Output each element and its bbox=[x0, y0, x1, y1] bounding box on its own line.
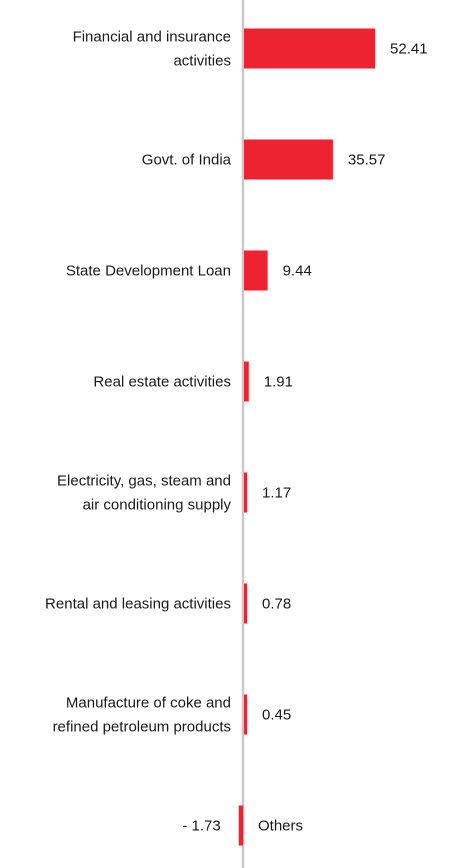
value-label: 0.45 bbox=[262, 707, 291, 724]
bar bbox=[244, 361, 249, 402]
category-label-line: State Development Loan bbox=[66, 263, 231, 280]
category-label-line: Real estate activities bbox=[93, 374, 231, 391]
category-label-line: Electricity, gas, steam and bbox=[57, 473, 231, 490]
value-label: 0.78 bbox=[262, 596, 291, 613]
category-label: Others bbox=[258, 818, 303, 835]
bar bbox=[244, 472, 247, 513]
category-label: Govt. of India bbox=[142, 152, 232, 169]
bar bbox=[244, 583, 247, 624]
category-label: Electricity, gas, steam and air condition… bbox=[57, 473, 231, 514]
bar bbox=[244, 694, 247, 735]
bar bbox=[244, 28, 376, 69]
category-label: Manufacture of coke and refined petroleum… bbox=[53, 695, 231, 736]
category-label-line: Rental and leasing activities bbox=[45, 596, 231, 613]
category-label: Rental and leasing activities bbox=[45, 596, 231, 613]
category-label-line: refined petroleum products bbox=[53, 719, 231, 736]
value-label: 52.41 bbox=[390, 41, 428, 58]
category-label: State Development Loan bbox=[66, 263, 231, 280]
value-label: - 1.73 bbox=[182, 818, 220, 835]
value-label: 1.17 bbox=[262, 485, 291, 502]
category-label: Financial and insurance activities bbox=[73, 29, 231, 70]
value-label: 35.57 bbox=[348, 152, 386, 169]
value-label: 1.91 bbox=[264, 374, 293, 391]
category-label-line: Govt. of India bbox=[142, 152, 232, 169]
bar bbox=[244, 139, 333, 180]
category-label: Real estate activities bbox=[93, 374, 231, 391]
category-label-line: Others bbox=[258, 818, 303, 835]
bar bbox=[238, 805, 243, 846]
category-label-line: Financial and insurance bbox=[73, 29, 231, 46]
bar bbox=[244, 250, 268, 291]
value-label: 9.44 bbox=[283, 263, 312, 280]
category-label-line: Manufacture of coke and bbox=[66, 695, 231, 712]
category-label-line: air conditioning supply bbox=[83, 497, 232, 514]
category-label-line: activities bbox=[173, 53, 231, 70]
